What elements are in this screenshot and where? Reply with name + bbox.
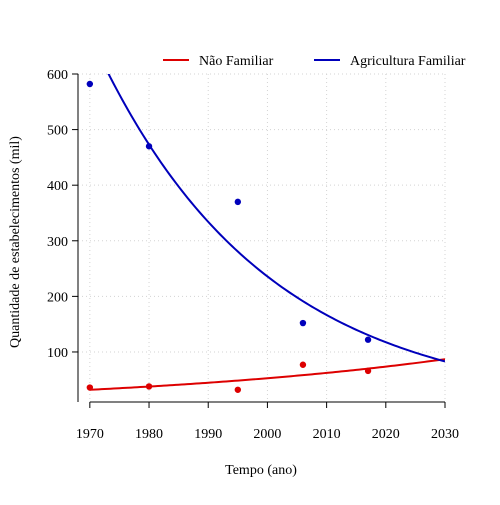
data-point-agricultura-familiar: [364, 336, 372, 343]
fit-curves: [89, 74, 445, 391]
x-axis-label: Tempo (ano): [225, 463, 297, 478]
data-point-nao-familiar: [364, 367, 372, 375]
data-point-nao-familiar: [86, 384, 94, 391]
legend: Não Familiar Agricultura Familiar: [163, 54, 466, 69]
data-point-agricultura-familiar: [86, 80, 94, 88]
y-tick-label: 400: [47, 179, 68, 194]
data-point-agricultura-familiar: [145, 143, 153, 150]
legend-label-agricultura-familiar: Agricultura Familiar: [350, 54, 466, 69]
data-points: [86, 80, 372, 393]
x-tick-label: 2010: [313, 427, 341, 442]
x-tick-label: 2030: [431, 427, 459, 442]
grid-lines: [78, 73, 446, 402]
data-point-nao-familiar: [145, 383, 153, 390]
y-tick-label: 300: [47, 235, 68, 250]
data-point-agricultura-familiar: [234, 198, 242, 206]
y-tick-label: 600: [47, 68, 68, 83]
data-point-nao-familiar: [299, 361, 307, 368]
data-point-agricultura-familiar: [299, 319, 307, 327]
data-point-nao-familiar: [234, 386, 242, 393]
axes: 1970 1980 1990 2000 2010 2020 2030 100 200 300 400…: [47, 68, 459, 442]
x-tick-label: 1970: [76, 427, 104, 442]
x-tick-label: 1980: [135, 427, 163, 442]
x-tick-label: 1990: [194, 427, 222, 442]
legend-label-nao-familiar: Não Familiar: [199, 54, 274, 69]
y-axis-label: Quantidade de estabelecimentos (mil): [8, 136, 23, 348]
x-tick-label: 2020: [372, 427, 400, 442]
y-tick-label: 100: [47, 346, 68, 361]
x-tick-label: 2000: [253, 427, 281, 442]
y-tick-label: 200: [47, 290, 68, 305]
y-tick-label: 500: [47, 124, 68, 139]
